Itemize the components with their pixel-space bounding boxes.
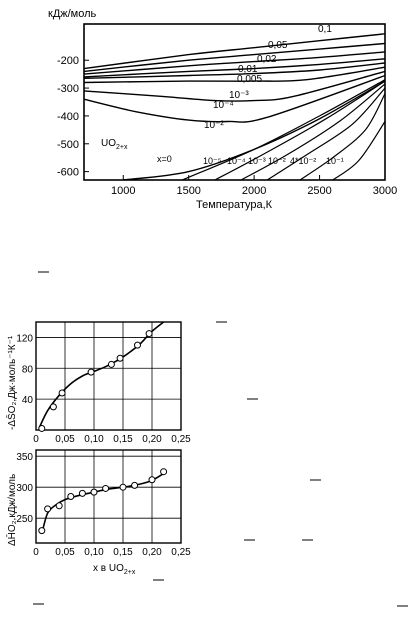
series-line <box>214 80 386 181</box>
series-line <box>266 87 386 181</box>
data-point <box>38 424 46 432</box>
entropy-chart: 40 80 120 0 0,05 0,10 0,15 0,20 0,25 -ΔS̄O₂,Дж·м… <box>5 321 191 445</box>
x-tick-label: 3000 <box>373 185 397 197</box>
data-point <box>119 483 127 491</box>
isoline-label: 10⁻² <box>268 156 286 166</box>
isoline-label: 10⁻³ <box>248 156 266 166</box>
data-point <box>87 368 95 376</box>
x-tick-label: 0,10 <box>84 547 104 558</box>
entropy-chart-ylabel: -ΔS̄O₂,Дж·моль⁻¹К⁻¹ <box>5 335 18 430</box>
series-line <box>83 58 386 78</box>
uo2x-sub: 2+x <box>116 144 128 151</box>
enthalpy-xlabel-sub: 2+x <box>124 569 136 576</box>
isoline-label: 10⁻⁴ <box>227 156 246 166</box>
data-point <box>55 502 63 510</box>
top-chart-ylabel: кДж/моль <box>48 8 97 20</box>
data-point <box>58 389 66 397</box>
y-tick-label: -600 <box>57 167 79 179</box>
x-tick-label: 0,15 <box>113 547 133 558</box>
data-point <box>107 360 115 368</box>
data-point <box>102 484 110 492</box>
curve-label-0-05: 0,05 <box>268 40 288 51</box>
y-tick-label: 80 <box>22 364 34 375</box>
x-tick-label: 0,10 <box>84 434 104 445</box>
x-tick-label: 0,05 <box>55 547 75 558</box>
x-tick-label: 0,25 <box>171 434 191 445</box>
x-tick-label: 0,20 <box>142 434 162 445</box>
enthalpy-xlabel-main: x в UO <box>93 563 124 574</box>
data-point <box>90 488 98 496</box>
enthalpy-chart-frame <box>35 449 182 544</box>
x-tick-label: 1500 <box>176 185 200 197</box>
isoline-label: 10⁻⁵ <box>203 156 222 166</box>
x-tick-label: 0 <box>33 547 39 558</box>
series-line <box>332 121 386 181</box>
top-chart-frame <box>83 23 386 181</box>
y-tick-label: -500 <box>57 139 79 151</box>
x-tick-label: 0,05 <box>55 434 75 445</box>
y-tick-label: 350 <box>16 452 33 463</box>
enthalpy-chart-ylabel: ΔH̄O₂,кДж/моль <box>5 474 18 546</box>
y-tick-label: 120 <box>16 333 33 344</box>
series-line <box>240 83 386 181</box>
isoline-label: 10⁻¹ <box>326 156 344 166</box>
data-point <box>49 403 57 411</box>
x-tick-label: 0,15 <box>113 434 133 445</box>
entropy-fit-curve <box>38 321 165 429</box>
curve-label-0-005: 0,005 <box>237 74 262 85</box>
top-chart: кДж/моль -200 -300 -400 -500 -600 1000 1500 20… <box>48 8 397 211</box>
x-tick-label: 0,25 <box>171 547 191 558</box>
entropy-chart-frame <box>35 321 182 431</box>
y-tick-label: 300 <box>16 483 33 494</box>
x-tick-label: 0 <box>33 434 39 445</box>
data-point <box>116 354 124 362</box>
curve-label-1e-4: 10⁻⁴ <box>213 100 234 111</box>
uo2x-main: UO <box>101 138 116 149</box>
x-tick-label: 2500 <box>307 185 331 197</box>
series-line <box>83 42 386 73</box>
curve-label-0-02: 0,02 <box>257 54 277 65</box>
curve-label-0-1: 0,1 <box>318 24 332 35</box>
data-point <box>148 476 156 484</box>
y-tick-label: -400 <box>57 111 79 123</box>
series-line <box>83 62 386 79</box>
curve-label-1e-3: 10⁻³ <box>229 90 249 101</box>
top-chart-xlabel: Температура,К <box>196 199 273 211</box>
data-point <box>131 481 139 489</box>
series-line <box>83 51 386 75</box>
series-line <box>299 93 386 181</box>
curve-label-0-01: 0,01 <box>238 64 258 75</box>
x-tick-label: 2000 <box>242 185 266 197</box>
y-tick-label: 40 <box>22 395 34 406</box>
series-line <box>83 74 386 123</box>
data-point <box>134 341 141 349</box>
data-point <box>78 489 86 497</box>
isoline-label: 4*10⁻² <box>290 156 316 166</box>
x-tick-label: 0,20 <box>142 547 162 558</box>
data-point <box>44 505 52 513</box>
y-tick-label: 250 <box>16 514 33 525</box>
y-tick-label: -200 <box>57 55 79 67</box>
data-point <box>67 493 75 500</box>
data-point <box>145 330 153 338</box>
uo2x-annotation: UO2+x <box>101 138 128 151</box>
enthalpy-chart-xlabel: x в UO2+x <box>93 563 136 576</box>
series-line <box>83 70 386 102</box>
series-line <box>83 33 386 70</box>
x-tick-label: 1000 <box>111 185 135 197</box>
data-point <box>38 527 46 535</box>
enthalpy-chart: 250 300 350 0 0,05 0,10 0,15 0,20 0,25 ΔH̄O₂,кДж… <box>5 449 191 576</box>
series-line <box>181 79 386 181</box>
series-line <box>83 66 386 84</box>
isoline-label: x=0 <box>157 154 172 164</box>
y-tick-label: -300 <box>57 83 79 95</box>
curve-label-1e-2: 10⁻² <box>204 120 224 131</box>
data-point <box>160 468 168 476</box>
